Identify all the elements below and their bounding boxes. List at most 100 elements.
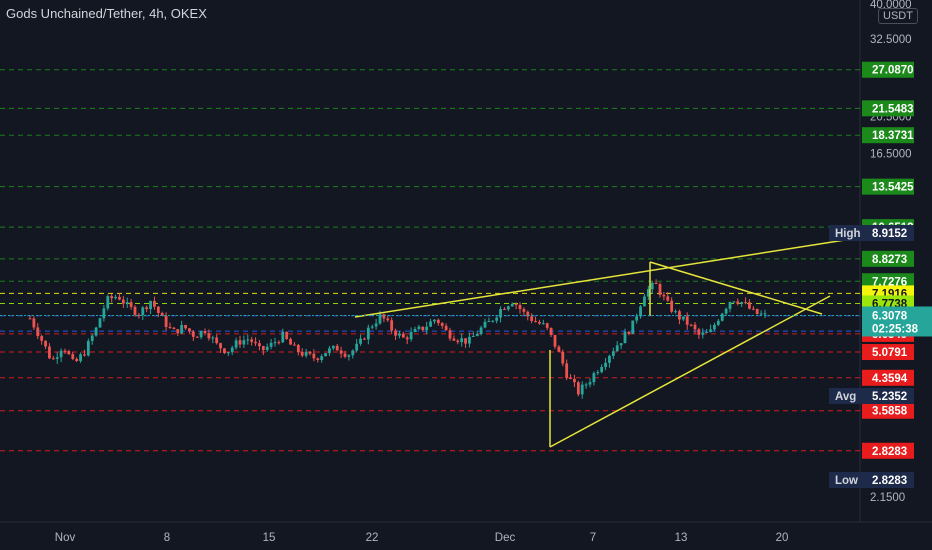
- candle-body: [145, 307, 149, 310]
- candle-body: [728, 302, 732, 309]
- candle-body: [359, 338, 362, 344]
- candle-body: [40, 336, 44, 341]
- candle-body: [129, 302, 133, 307]
- marker-value-bg: [862, 225, 914, 241]
- current-price-label: 6.3078: [872, 310, 908, 322]
- candle-body: [226, 352, 230, 354]
- candle-body: [374, 323, 378, 327]
- candle-body: [223, 348, 226, 354]
- candle-body: [518, 304, 522, 310]
- level-label: 3.5858: [872, 406, 908, 418]
- candle-body: [215, 337, 219, 344]
- candle-body: [203, 330, 207, 334]
- candle-body: [499, 308, 502, 318]
- marker-value: 8.9152: [872, 228, 907, 240]
- candle-body: [324, 353, 327, 357]
- candle-body: [246, 339, 250, 341]
- candle-body: [705, 331, 709, 333]
- candle-body: [557, 346, 561, 352]
- level-label: 5.0791: [872, 347, 908, 359]
- candle-body: [401, 333, 405, 338]
- candle-body: [662, 294, 666, 297]
- candle-body: [448, 330, 452, 339]
- candle-body: [250, 339, 254, 342]
- candle-body: [569, 377, 572, 379]
- candle-body: [382, 314, 386, 319]
- candle-body: [269, 342, 273, 347]
- candle-body: [316, 358, 320, 361]
- candle-body: [106, 296, 110, 309]
- level-label-bg: [862, 250, 914, 267]
- x-tick-label: Dec: [495, 532, 516, 544]
- candle-body: [487, 321, 491, 323]
- candle-body: [110, 296, 114, 299]
- candle-body: [343, 353, 347, 357]
- level-label-bg: [862, 127, 914, 144]
- candle-body: [471, 336, 475, 338]
- candle-body: [658, 283, 662, 295]
- candle-body: [160, 313, 164, 316]
- candle-body: [36, 327, 40, 337]
- y-tick-label: 32.5000: [870, 34, 912, 46]
- candle-body: [506, 306, 510, 310]
- candle-body: [195, 336, 199, 338]
- candle-body: [681, 316, 685, 320]
- candle-body: [503, 308, 506, 310]
- candle-body: [312, 353, 316, 359]
- candle-body: [242, 340, 246, 345]
- candle-body: [685, 316, 689, 325]
- y-tick-label: 40.0000: [870, 0, 912, 11]
- candle-body: [75, 358, 79, 362]
- trendline-lower: [549, 295, 831, 448]
- candle-body: [565, 363, 569, 378]
- candle-body: [293, 344, 296, 346]
- candle-body: [670, 300, 674, 312]
- candle-body: [230, 347, 234, 353]
- candle-body: [164, 315, 168, 327]
- candle-body: [483, 321, 487, 328]
- candle-body: [456, 340, 460, 343]
- candle-body: [440, 323, 444, 326]
- candle-body: [281, 331, 285, 343]
- candle-body: [234, 340, 238, 348]
- candle-body: [409, 331, 413, 340]
- candle-body: [156, 306, 160, 314]
- candle-body: [553, 334, 557, 347]
- x-tick-label: 13: [675, 532, 688, 544]
- y-tick-label: 2.1500: [870, 492, 905, 504]
- candle-body: [94, 327, 98, 336]
- candle-body: [83, 354, 86, 356]
- candle-body: [584, 384, 588, 386]
- candle-body: [740, 302, 744, 304]
- x-tick-label: 15: [263, 532, 276, 544]
- candle-body: [172, 327, 176, 330]
- candle-body: [394, 330, 397, 336]
- candle-body: [526, 311, 530, 317]
- marker-name: High: [835, 228, 861, 240]
- level-label-bg: [862, 61, 914, 78]
- candle-body: [724, 308, 728, 314]
- candle-body: [149, 300, 152, 310]
- candle-body: [184, 324, 187, 329]
- level-label-bg: [862, 344, 914, 361]
- candle-body: [619, 343, 623, 346]
- candle-body: [405, 337, 409, 340]
- trendline-upper: [354, 239, 846, 318]
- candle-body: [604, 362, 607, 368]
- candle-body: [697, 329, 701, 335]
- candle-body: [510, 303, 514, 307]
- candle-body: [759, 313, 763, 315]
- candle-body: [304, 351, 308, 356]
- candle-body: [468, 336, 471, 344]
- candle-body: [51, 358, 55, 360]
- candle-body: [398, 333, 401, 336]
- candle-body: [102, 308, 106, 319]
- candle-body: [549, 327, 553, 335]
- candle-body: [308, 351, 312, 354]
- candle-body: [736, 301, 740, 304]
- candle-body: [479, 327, 483, 334]
- currency-button[interactable]: USDT: [878, 8, 918, 24]
- candle-body: [59, 350, 63, 358]
- trendline-descending: [649, 261, 823, 315]
